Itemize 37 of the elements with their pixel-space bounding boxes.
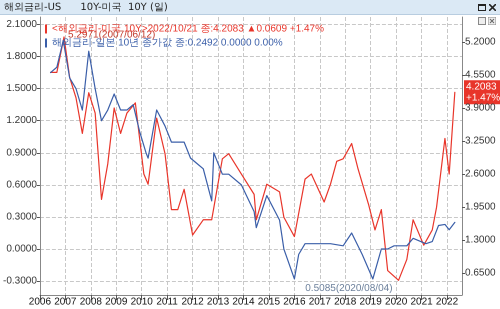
- x-tick-label: 2008: [80, 296, 102, 308]
- y-tick-label: -0.3000: [2, 276, 38, 287]
- y-tick-label: 1.2000: [6, 115, 38, 126]
- chart-title: 해외금리-US 10Y-미국 10Y (일): [0, 0, 500, 15]
- x-tick-label: 2018: [334, 296, 357, 308]
- x-tick-label: 2012: [181, 296, 204, 308]
- y-tick-label: 0.0000: [6, 244, 38, 255]
- x-tick-label: 2022: [436, 296, 459, 308]
- y-tick-label: 0.6000: [6, 179, 38, 190]
- x-tick-label: 2019: [360, 296, 382, 308]
- y2-tick-label: 1.3000: [465, 234, 496, 246]
- x-tick-label: 2010: [130, 296, 154, 308]
- y2-tick-label: 1.9500: [465, 202, 496, 213]
- y-tick-label: 0.3000: [6, 211, 38, 222]
- y2-tick-label: 2.6000: [465, 168, 496, 180]
- x-tick-label: 2015: [258, 296, 280, 308]
- y2-tick-label: 4.5500: [465, 69, 496, 80]
- y-tick-label: 1.8000: [6, 51, 38, 62]
- y-tick-label: 1.5000: [6, 83, 38, 94]
- y2-tick-label: 0.6500: [465, 268, 496, 279]
- y2-tick-label: 5.2000: [465, 36, 496, 48]
- x-tick-label: 2009: [105, 296, 128, 308]
- y-tick-label: 0.9000: [6, 147, 38, 158]
- x-tick-label: 2013: [206, 296, 230, 308]
- x-tick-label: 2014: [232, 296, 256, 308]
- x-tick-label: 2006: [28, 296, 52, 308]
- x-tick-label: 2017: [308, 296, 332, 308]
- x-tick-label: 2007: [54, 296, 77, 308]
- x-tick-label: 2011: [156, 296, 178, 308]
- y2-tick-label: 3.9000: [465, 102, 496, 114]
- y-tick-label: 2.1000: [6, 18, 38, 30]
- x-tick-label: 2016: [283, 296, 306, 308]
- annotation: 0.5085(2020/08/04): [305, 282, 393, 294]
- x-tick-label: 2020: [385, 296, 408, 308]
- x-tick-label: 2021: [410, 296, 434, 308]
- y2-tick-label: 3.2500: [465, 136, 496, 147]
- text: 4.2083 +1.47%: [466, 81, 500, 104]
